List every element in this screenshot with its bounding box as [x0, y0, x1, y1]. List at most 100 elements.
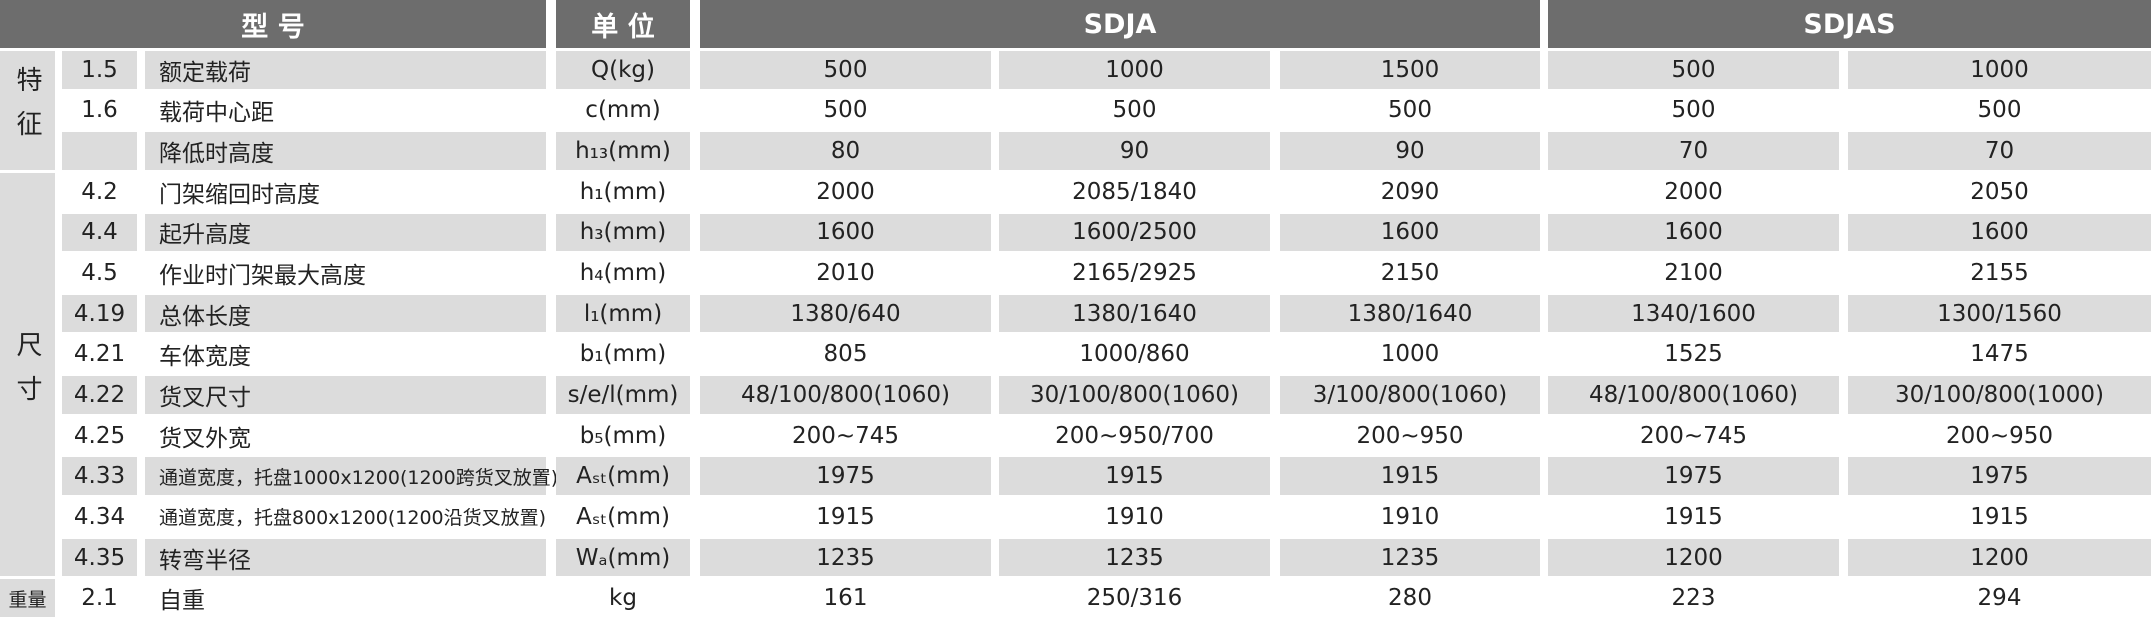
row-name: 转弯半径 [145, 538, 546, 577]
value-cell: 70 [1548, 132, 1839, 170]
row-unit: h₁(mm) [579, 178, 667, 205]
value-cell: 161 [823, 585, 868, 612]
row-unit: Wₐ(mm) [556, 538, 690, 577]
value-cell: 1600 [1280, 213, 1540, 252]
value-cell: 2150 [1380, 260, 1440, 287]
row-code: 4.25 [73, 422, 126, 449]
row-unit: kg [609, 585, 637, 612]
value-cell: 1300/1560 [1848, 294, 2151, 333]
row-unit: Q(kg) [556, 51, 690, 89]
value-cell: 1975 [1848, 457, 2151, 496]
value-cell: 200~745 [1639, 422, 1748, 449]
value-cell: 1975 [1548, 457, 1839, 496]
value-cell: 2155 [1970, 260, 2029, 287]
row-name: 通道宽度，托盘800x1200(1200沿货叉放置) [159, 507, 547, 530]
value-cell: 200~950/700 [1055, 422, 1214, 449]
row-code: 4.4 [62, 213, 137, 252]
row-name: 载荷中心距 [159, 100, 274, 127]
header-cell: SDJAS [1548, 0, 2151, 48]
value-cell: 1975 [700, 457, 991, 496]
value-cell: 1915 [1280, 457, 1540, 496]
row-unit: Aₛₜ(mm) [556, 457, 690, 496]
value-cell: 2165/2925 [1072, 260, 1197, 287]
group-label: 重量 [0, 579, 55, 617]
value-cell: 280 [1388, 585, 1432, 612]
value-cell: 2000 [816, 178, 875, 205]
value-cell: 1200 [1548, 538, 1839, 577]
value-cell: 200~950 [1356, 422, 1464, 449]
row-name: 降低时高度 [145, 132, 546, 170]
value-cell: 1915 [816, 503, 875, 530]
value-cell: 90 [1280, 132, 1540, 170]
value-cell: 500 [1548, 51, 1839, 89]
value-cell: 1380/640 [700, 294, 991, 333]
value-cell: 1235 [1280, 538, 1540, 577]
row-code: 4.35 [62, 538, 137, 577]
row-unit: s/e/l(mm) [556, 376, 690, 414]
value-cell: 48/100/800(1060) [1548, 376, 1839, 414]
row-code: 4.22 [62, 376, 137, 414]
value-cell: 1000/860 [1079, 341, 1190, 368]
value-cell: 1380/1640 [1280, 294, 1540, 333]
row-unit: l₁(mm) [556, 294, 690, 333]
value-cell: 2100 [1664, 260, 1723, 287]
row-code: 4.21 [73, 341, 126, 368]
value-cell: 500 [1671, 97, 1716, 124]
row-code: 1.5 [62, 51, 137, 89]
row-code [62, 132, 137, 170]
value-cell: 294 [1977, 585, 2022, 612]
group-label: 特征 [0, 51, 55, 170]
value-cell: 2000 [1664, 178, 1723, 205]
row-unit: Aₛₜ(mm) [576, 503, 670, 530]
row-code: 4.5 [81, 260, 118, 287]
value-cell: 200~950 [1945, 422, 2054, 449]
row-code: 4.33 [62, 457, 137, 496]
row-code: 4.34 [73, 503, 126, 530]
value-cell: 2090 [1380, 178, 1440, 205]
header-cell: SDJA [700, 0, 1540, 48]
value-cell: 1235 [700, 538, 991, 577]
value-cell: 805 [823, 341, 868, 368]
row-unit: h₁₃(mm) [556, 132, 690, 170]
value-cell: 1915 [1970, 503, 2029, 530]
row-name: 总体长度 [145, 294, 546, 333]
value-cell: 70 [1848, 132, 2151, 170]
value-cell: 2050 [1970, 178, 2029, 205]
row-name: 门架缩回时高度 [159, 181, 320, 208]
value-cell: 3/100/800(1060) [1280, 376, 1540, 414]
value-cell: 1000 [1380, 341, 1440, 368]
value-cell: 48/100/800(1060) [700, 376, 991, 414]
row-name: 通道宽度，托盘1000x1200(1200跨货叉放置) [145, 457, 558, 496]
value-cell: 30/100/800(1000) [1848, 376, 2151, 414]
row-name: 货叉尺寸 [145, 376, 546, 414]
row-name: 额定载荷 [145, 51, 546, 89]
value-cell: 200~745 [791, 422, 900, 449]
row-name: 货叉外宽 [159, 425, 251, 452]
row-code: 2.1 [81, 585, 118, 612]
row-code: 1.6 [81, 97, 118, 124]
value-cell: 1475 [1970, 341, 2029, 368]
value-cell: 500 [823, 97, 868, 124]
row-unit: b₅(mm) [579, 422, 667, 449]
row-code: 4.19 [62, 294, 137, 333]
value-cell: 250/316 [1086, 585, 1183, 612]
value-cell: 1200 [1848, 538, 2151, 577]
value-cell: 80 [700, 132, 991, 170]
value-cell: 1915 [999, 457, 1270, 496]
value-cell: 1235 [999, 538, 1270, 577]
row-name: 车体宽度 [159, 344, 251, 371]
header-cell: 型 号 [0, 0, 546, 48]
value-cell: 1600 [1848, 213, 2151, 252]
value-cell: 500 [1388, 97, 1432, 124]
value-cell: 1000 [1848, 51, 2151, 89]
value-cell: 1525 [1664, 341, 1723, 368]
row-unit: h₃(mm) [556, 213, 690, 252]
value-cell: 1340/1600 [1548, 294, 1839, 333]
value-cell: 500 [1112, 97, 1157, 124]
header-cell: 单 位 [556, 0, 690, 48]
value-cell: 1910 [1380, 503, 1440, 530]
value-cell: 500 [1977, 97, 2022, 124]
row-name: 自重 [159, 588, 205, 615]
value-cell: 2010 [816, 260, 875, 287]
